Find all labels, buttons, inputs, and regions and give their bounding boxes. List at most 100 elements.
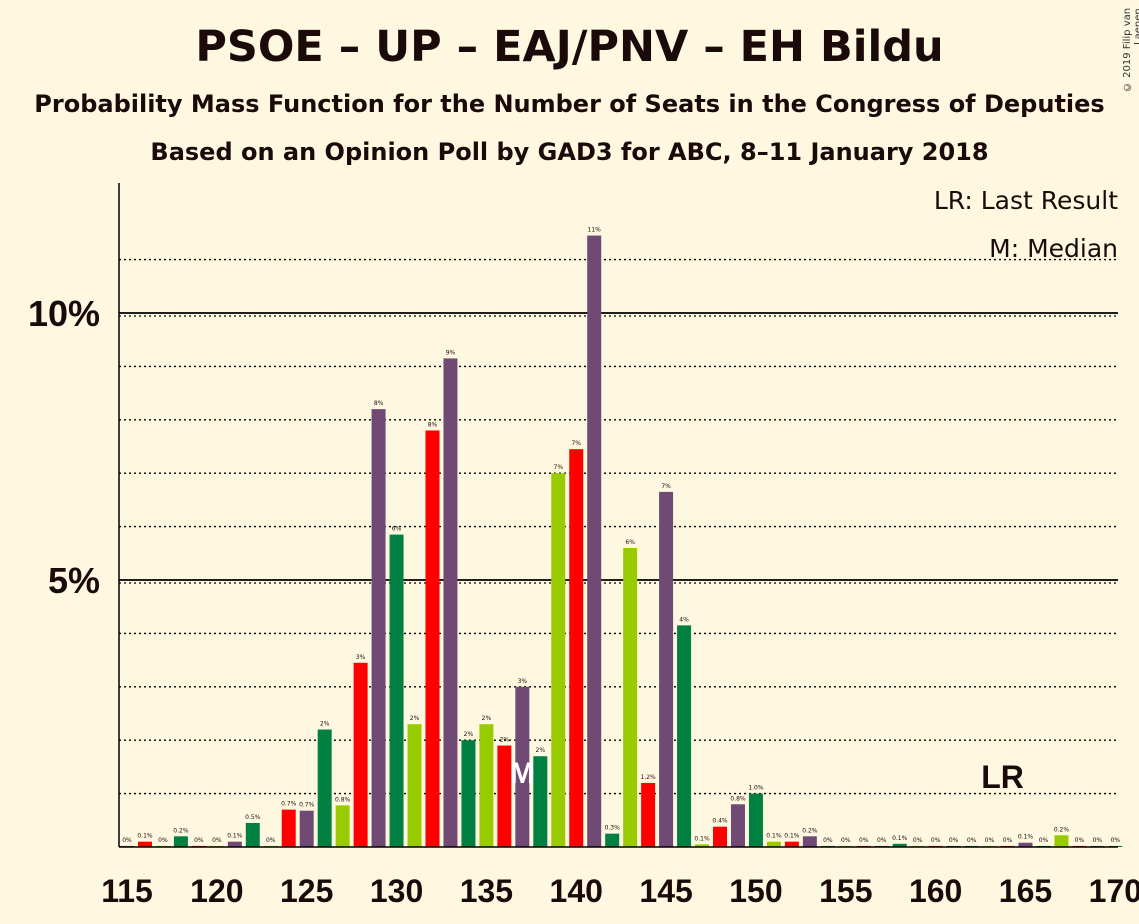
bar-seat-127 — [335, 805, 350, 847]
bar-seat-149 — [730, 804, 745, 847]
bar-seat-124 — [281, 809, 296, 847]
bar-seat-148 — [713, 826, 728, 847]
x-tick-170: 170 — [1089, 873, 1139, 909]
bar-label-seat-151: 0.1% — [766, 833, 782, 840]
bar-seat-153 — [802, 836, 817, 847]
bar-label-seat-153: 0.2% — [802, 827, 818, 834]
bar-label-seat-135: 2% — [482, 715, 492, 722]
bar-seat-144 — [641, 782, 656, 847]
bar-label-seat-134: 2% — [464, 731, 474, 738]
chart-subtitle: Probability Mass Function for the Number… — [34, 90, 1105, 118]
bar-label-seat-149: 0.8% — [730, 795, 746, 802]
bar-seat-158 — [892, 843, 907, 847]
bar-seat-122 — [245, 822, 260, 847]
x-tick-150: 150 — [729, 873, 782, 909]
x-tick-135: 135 — [460, 873, 513, 909]
bar-label-seat-166: 0% — [1039, 837, 1049, 844]
bar-seat-126 — [317, 729, 332, 847]
bar-label-seat-126: 2% — [320, 721, 330, 728]
x-tick-130: 130 — [370, 873, 423, 909]
bar-label-seat-169: 0% — [1093, 837, 1103, 844]
bar-seat-128 — [353, 662, 368, 847]
bar-label-seat-128: 3% — [356, 654, 366, 661]
bar-seat-150 — [748, 793, 763, 847]
bar-label-seat-159: 0% — [913, 837, 923, 844]
bar-seat-130 — [389, 534, 404, 847]
bar-seat-135 — [479, 724, 494, 847]
bar-seat-137 — [515, 686, 530, 847]
x-tick-120: 120 — [190, 873, 243, 909]
bar-label-seat-120: 0% — [212, 837, 222, 844]
y-tick-5%: 5% — [48, 560, 100, 601]
chart-source-line: Based on an Opinion Poll by GAD3 for ABC… — [150, 138, 989, 166]
bar-label-seat-147: 0.1% — [694, 835, 710, 842]
axes — [118, 183, 1118, 848]
bar-label-seat-124: 0.7% — [281, 801, 297, 808]
bar-label-seat-152: 0.1% — [784, 833, 800, 840]
median-marker: M — [510, 757, 535, 790]
bar-label-seat-127: 0.8% — [335, 796, 351, 803]
bar-label-seat-131: 2% — [410, 715, 420, 722]
bar-label-seat-123: 0% — [266, 837, 276, 844]
bar-label-seat-155: 0% — [841, 837, 851, 844]
bar-label-seat-133: 9% — [446, 349, 456, 356]
bar-seat-146 — [677, 625, 692, 847]
chart-title: PSOE – UP – EAJ/PNV – EH Bildu — [195, 22, 944, 72]
bar-label-seat-129: 8% — [374, 400, 384, 407]
bar-label-seat-167: 0.2% — [1054, 826, 1070, 833]
bar-label-seat-148: 0.4% — [712, 818, 728, 825]
bar-label-seat-141: 11% — [588, 227, 602, 234]
bar-label-seat-136: 2% — [500, 737, 510, 744]
bar-seat-132 — [425, 430, 440, 847]
bars — [120, 235, 1123, 847]
bar-label-seat-140: 7% — [571, 440, 581, 447]
bar-seat-140 — [569, 449, 584, 847]
bar-seat-167 — [1054, 835, 1069, 847]
bar-label-seat-160: 0% — [931, 837, 941, 844]
bar-label-seat-125: 0.7% — [299, 802, 315, 809]
x-tick-165: 165 — [999, 873, 1052, 909]
last-result-marker: LR — [981, 759, 1024, 795]
bar-label-seat-132: 8% — [428, 421, 438, 428]
bar-label-seat-168: 0% — [1075, 837, 1085, 844]
bar-seat-131 — [407, 724, 422, 847]
bar-label-seat-162: 0% — [967, 837, 977, 844]
bar-seat-138 — [533, 756, 548, 847]
bar-label-seat-165: 0.1% — [1018, 834, 1034, 841]
bar-label-seat-118: 0.2% — [173, 827, 189, 834]
bar-label-seat-170: 0% — [1111, 837, 1121, 844]
x-tick-125: 125 — [280, 873, 333, 909]
bar-label-seat-164: 0% — [1003, 837, 1013, 844]
bar-label-seat-138: 2% — [536, 747, 546, 754]
bar-label-seat-122: 0.5% — [245, 814, 261, 821]
bar-label-seat-156: 0% — [859, 837, 869, 844]
bar-seat-121 — [227, 841, 242, 847]
bar-label-seat-139: 7% — [554, 464, 564, 471]
bar-label-seat-154: 0% — [823, 837, 833, 844]
bar-seat-142 — [605, 833, 620, 847]
bar-label-seat-116: 0.1% — [137, 833, 153, 840]
bar-label-seat-117: 0% — [158, 837, 168, 844]
legend-last-result: LR: Last Result — [934, 186, 1118, 215]
bar-label-seat-157: 0% — [877, 837, 887, 844]
bar-seat-145 — [659, 491, 674, 847]
bar-labels: 0% 0.1% 0% 0.2% 0% 0% 0.1% 0.5% 0% 0.7% 0.7% 2% 0.8%… — [122, 227, 1120, 844]
bar-label-seat-121: 0.1% — [227, 833, 243, 840]
legend-median: M: Median — [989, 234, 1118, 263]
bar-label-seat-142: 0.3% — [605, 825, 621, 832]
bar-label-seat-158: 0.1% — [892, 835, 908, 842]
bar-seat-118 — [173, 836, 188, 847]
bar-label-seat-146: 4% — [679, 616, 689, 623]
bar-seat-134 — [461, 740, 476, 847]
bar-seat-116 — [137, 841, 152, 847]
bar-label-seat-115: 0% — [122, 837, 132, 844]
bar-label-seat-137: 3% — [518, 678, 528, 685]
x-tick-140: 140 — [550, 873, 603, 909]
bar-label-seat-150: 1.0% — [748, 785, 764, 792]
tick-labels: 115 120 125 130 135 140 145 150 155 160 165 170 5% 10… — [28, 293, 1139, 909]
bar-seat-125 — [299, 810, 314, 847]
bar-label-seat-144: 1.2% — [641, 774, 657, 781]
bar-seat-147 — [695, 844, 710, 847]
x-tick-160: 160 — [909, 873, 962, 909]
